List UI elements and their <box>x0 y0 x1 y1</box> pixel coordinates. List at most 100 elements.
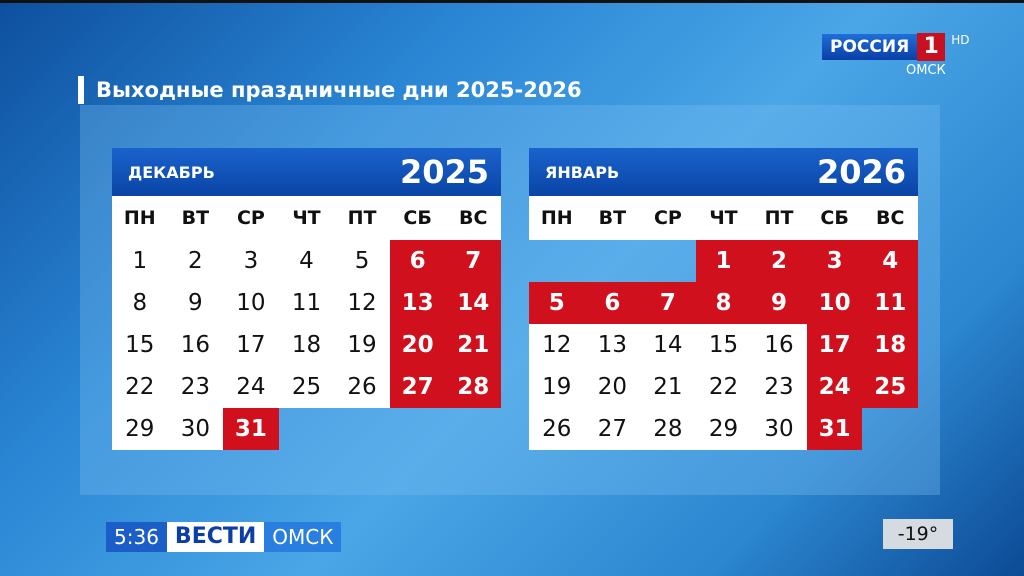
day: 5 <box>334 240 390 282</box>
weekday-label: СБ <box>806 196 863 240</box>
empty-cell <box>529 240 585 282</box>
day: 10 <box>223 282 279 324</box>
weekday-label: ЧТ <box>278 196 335 240</box>
calendar-grid: ПН ВТ СР ЧТ ПТ СБ ВС 1 2 3 4 5 6 7 8 9 10 11 12 13 14 15 16 17 1… <box>112 196 501 450</box>
holiday-day: 21 <box>445 324 501 366</box>
month-name: ЯНВАРЬ <box>545 162 620 182</box>
holiday-day: 28 <box>445 366 501 408</box>
top-border <box>0 0 1024 3</box>
day: 23 <box>751 366 807 408</box>
day: 29 <box>695 408 752 450</box>
year: 2026 <box>816 153 906 191</box>
logo-name: РОССИЯ <box>822 34 918 60</box>
logo-region: ОМСК <box>906 63 946 78</box>
calendar-header: ЯНВАРЬ 2026 <box>529 148 918 196</box>
day: 1 <box>112 240 168 282</box>
weekday-label: СБ <box>389 196 446 240</box>
holiday-day: 2 <box>751 240 807 282</box>
holiday-day: 10 <box>806 282 863 324</box>
weekday-label: СР <box>640 196 696 240</box>
day: 22 <box>112 366 168 408</box>
day: 13 <box>584 324 641 366</box>
empty-cell <box>862 408 918 450</box>
calendar-grid: ПН ВТ СР ЧТ ПТ СБ ВС 1 2 3 4 5 6 7 8 9 10 11 12 13 14 15 16 17 1… <box>529 196 918 450</box>
holiday-day: 20 <box>389 324 446 366</box>
page-title: Выходные праздничные дни 2025-2026 <box>96 78 582 102</box>
hd-badge: HD <box>951 33 970 47</box>
holiday-day: 4 <box>862 240 918 282</box>
day: 20 <box>584 366 641 408</box>
day: 18 <box>278 324 335 366</box>
holiday-day: 14 <box>445 282 501 324</box>
weekday-label: ЧТ <box>695 196 752 240</box>
channel-logo: РОССИЯ 1 HD <box>822 33 969 61</box>
day: 12 <box>529 324 585 366</box>
program-brand: ВЕСТИ <box>166 522 265 552</box>
day: 16 <box>167 324 224 366</box>
empty-cell <box>445 408 501 450</box>
day: 26 <box>334 366 390 408</box>
program-city: ОМСК <box>264 522 342 552</box>
clock: 5:36 <box>114 525 159 549</box>
holiday-day: 8 <box>695 282 752 324</box>
news-ticker: 5:36 ВЕСТИ ОМСК <box>106 522 342 552</box>
day: 9 <box>167 282 224 324</box>
empty-cell <box>640 240 696 282</box>
weekday-label: ВТ <box>167 196 224 240</box>
day: 29 <box>112 408 168 450</box>
holiday-day: 1 <box>695 240 752 282</box>
empty-cell <box>334 408 390 450</box>
month-name: ДЕКАБРЬ <box>128 162 215 182</box>
holiday-day: 25 <box>862 366 918 408</box>
day: 30 <box>167 408 224 450</box>
day: 15 <box>695 324 752 366</box>
holiday-day: 13 <box>389 282 446 324</box>
day: 17 <box>223 324 279 366</box>
day: 11 <box>278 282 335 324</box>
day: 27 <box>584 408 641 450</box>
logo-number: 1 <box>917 33 946 61</box>
title-accent <box>78 76 84 104</box>
holiday-day: 6 <box>389 240 446 282</box>
day: 4 <box>278 240 335 282</box>
calendar-header: ДЕКАБРЬ 2025 <box>112 148 501 196</box>
day: 26 <box>529 408 585 450</box>
day: 8 <box>112 282 168 324</box>
day: 16 <box>751 324 807 366</box>
holiday-day: 31 <box>806 408 863 450</box>
holiday-day: 5 <box>529 282 585 324</box>
calendar-january: ЯНВАРЬ 2026 ПН ВТ СР ЧТ ПТ СБ ВС 1 2 3 4 5 6 7 8 9 10 11 1… <box>529 148 918 450</box>
holiday-day: 3 <box>806 240 863 282</box>
temperature: -19° <box>883 519 953 549</box>
holiday-day: 6 <box>584 282 641 324</box>
weekday-label: ВТ <box>584 196 641 240</box>
day: 19 <box>334 324 390 366</box>
day: 24 <box>223 366 279 408</box>
day: 22 <box>695 366 752 408</box>
weekday-label: ВС <box>445 196 501 240</box>
holiday-day: 11 <box>862 282 918 324</box>
holiday-day: 7 <box>445 240 501 282</box>
weekday-label: СР <box>223 196 279 240</box>
empty-cell <box>390 408 446 450</box>
day: 21 <box>640 366 696 408</box>
weekday-label: ПТ <box>334 196 390 240</box>
holiday-day: 7 <box>640 282 696 324</box>
holiday-day: 17 <box>806 324 863 366</box>
day: 19 <box>529 366 585 408</box>
holiday-day: 18 <box>862 324 918 366</box>
weekday-label: ПН <box>529 196 585 240</box>
day: 3 <box>223 240 279 282</box>
empty-cell <box>585 240 641 282</box>
day: 28 <box>640 408 696 450</box>
day: 12 <box>334 282 390 324</box>
calendar-december: ДЕКАБРЬ 2025 ПН ВТ СР ЧТ ПТ СБ ВС 1 2 3 4 5 6 7 8 9 10 11… <box>112 148 501 450</box>
day: 2 <box>167 240 224 282</box>
weekday-label: ПТ <box>751 196 807 240</box>
weekday-label: ВС <box>862 196 918 240</box>
weekday-label: ПН <box>112 196 168 240</box>
empty-cell <box>279 408 335 450</box>
day: 15 <box>112 324 168 366</box>
holiday-day: 27 <box>389 366 446 408</box>
day: 14 <box>640 324 696 366</box>
